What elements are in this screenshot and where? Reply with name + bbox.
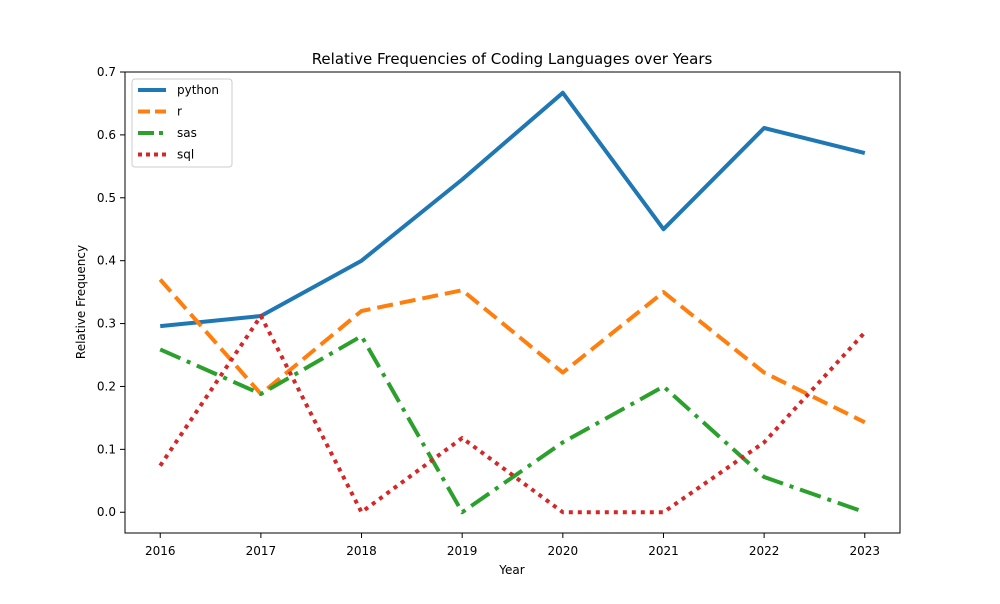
x-axis-ticks: 2016 2017 2018 2019 2020 2021 2022 2023 — [145, 533, 880, 558]
legend-label-r: r — [177, 105, 182, 119]
y-tick-label: 0.3 — [97, 317, 116, 331]
x-tick-label: 2022 — [749, 544, 780, 558]
legend: python r sas sql — [131, 78, 233, 168]
y-tick-label: 0.1 — [97, 442, 116, 456]
y-tick-label: 0.2 — [97, 379, 116, 393]
series-layer — [158, 90, 867, 515]
y-tick-label: 0.0 — [97, 505, 116, 519]
y-tick-label: 0.6 — [97, 128, 116, 142]
x-tick-label: 2021 — [648, 544, 679, 558]
legend-label-sql: sql — [177, 148, 194, 162]
x-axis-label: Year — [498, 563, 524, 577]
legend-label-sas: sas — [177, 126, 197, 140]
x-tick-label: 2020 — [548, 544, 579, 558]
x-tick-label: 2018 — [346, 544, 377, 558]
y-tick-label: 0.4 — [97, 254, 116, 268]
plot-area-frame — [124, 71, 901, 534]
x-tick-label: 2023 — [849, 544, 880, 558]
y-tick-label: 0.5 — [97, 191, 116, 205]
legend-label-python: python — [177, 83, 219, 97]
y-axis-label: Relative Frequency — [74, 245, 88, 359]
legend-frame — [131, 78, 233, 168]
x-tick-label: 2016 — [145, 544, 176, 558]
y-tick-label: 0.7 — [97, 65, 116, 79]
y-axis-ticks: 0.0 0.1 0.2 0.3 0.4 0.5 0.6 0.7 — [97, 65, 125, 519]
series-line-sas — [159, 334, 866, 515]
series-line-sql — [158, 314, 867, 515]
x-tick-label: 2019 — [447, 544, 478, 558]
x-tick-label: 2017 — [246, 544, 277, 558]
series-line-python — [160, 90, 866, 329]
series-line-r — [158, 278, 866, 425]
chart-title: Relative Frequencies of Coding Languages… — [312, 50, 713, 68]
